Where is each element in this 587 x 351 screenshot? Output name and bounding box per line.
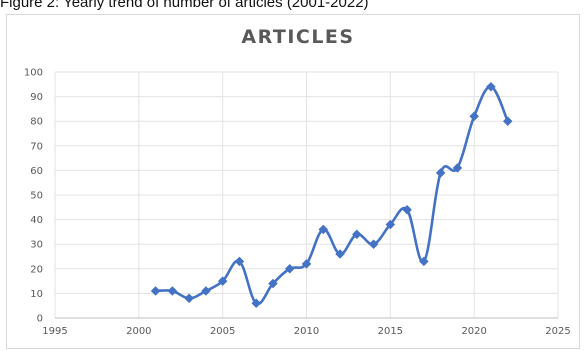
x-tick-label-2005: 2005 (210, 326, 235, 337)
chart-title: ARTICLES (241, 26, 354, 48)
y-tick-label-20: 20 (30, 264, 43, 275)
series-layer (150, 81, 513, 309)
y-tick-label-10: 10 (30, 289, 43, 300)
data-point-2010 (301, 259, 312, 269)
y-tick-label-0: 0 (37, 314, 43, 325)
data-point-2008 (268, 278, 278, 289)
x-tick-label-2010: 2010 (294, 326, 319, 337)
data-point-2020 (469, 111, 480, 122)
x-tick-label-2015: 2015 (378, 326, 403, 337)
figure-caption: Figure 2: Yearly trend of number of arti… (0, 0, 369, 11)
y-tick-label-30: 30 (30, 240, 43, 251)
x-tick-labels: 1995 2000 2005 2010 2015 2020 2025 (42, 326, 570, 337)
x-tick-label-1995: 1995 (42, 326, 67, 337)
data-point-2016 (402, 204, 412, 215)
data-point-2011 (318, 224, 329, 235)
y-tick-label-60: 60 (30, 166, 43, 177)
x-tick-label-2025: 2025 (545, 326, 570, 337)
data-point-2003 (184, 293, 194, 304)
data-point-2018 (435, 168, 446, 178)
data-point-2005 (217, 276, 228, 286)
data-point-2007 (251, 298, 262, 309)
gridlines (54, 71, 559, 318)
data-point-2013 (351, 229, 362, 240)
data-point-2021 (486, 81, 496, 92)
x-tick-label-2000: 2000 (126, 326, 151, 337)
y-tick-label-100: 100 (24, 68, 43, 79)
data-point-2017 (419, 256, 429, 267)
data-point-2006 (234, 256, 245, 267)
data-point-2015 (385, 219, 396, 230)
data-point-2004 (201, 286, 211, 296)
data-point-2012 (335, 249, 345, 259)
data-point-2001 (150, 286, 161, 296)
y-tick-label-70: 70 (30, 141, 43, 152)
data-point-2019 (452, 163, 463, 173)
y-tick-label-40: 40 (30, 215, 43, 226)
y-tick-labels: 0 10 20 30 40 50 60 70 80 90 100 (24, 68, 43, 325)
y-tick-label-80: 80 (30, 117, 43, 128)
data-point-2014 (368, 239, 379, 250)
series-line-0 (154, 85, 509, 306)
y-tick-label-90: 90 (30, 92, 43, 103)
data-point-2002 (167, 286, 178, 296)
x-tick-label-2020: 2020 (461, 326, 486, 337)
data-point-2022 (502, 116, 513, 127)
y-tick-label-50: 50 (30, 191, 43, 202)
data-point-2009 (284, 263, 295, 274)
